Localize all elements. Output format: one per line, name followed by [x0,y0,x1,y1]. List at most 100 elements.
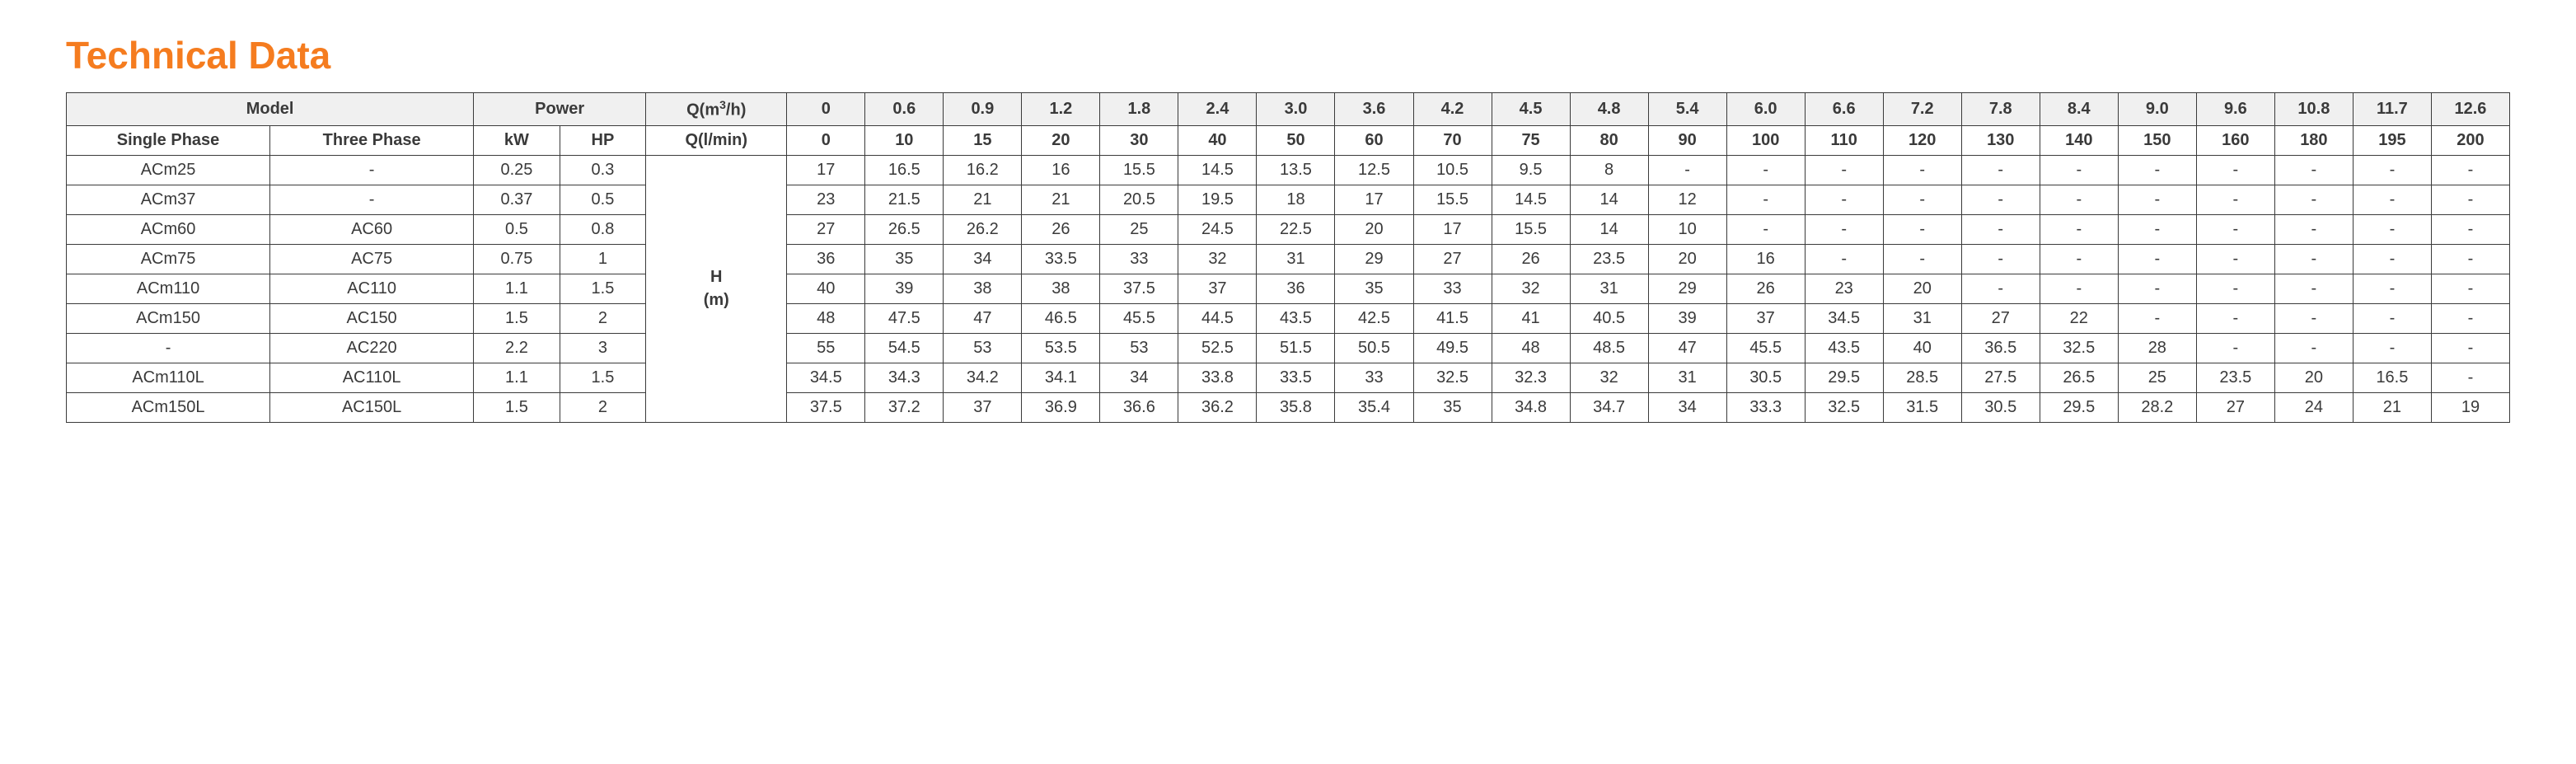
cell-hp: 0.8 [560,214,646,244]
cell-single-phase: ACm60 [67,214,270,244]
cell-value: 23.5 [2196,363,2274,392]
cell-value: 12.5 [1335,155,1413,185]
cell-value: - [2118,274,2196,303]
cell-kw: 1.5 [474,303,560,333]
header-row-2: Single Phase Three Phase kW HP Q(l/min) … [67,125,2510,155]
table-body: ACm25-0.250.3H(m)1716.516.21615.514.513.… [67,155,2510,422]
cell-value: - [2353,274,2431,303]
cell-value: 48 [787,303,865,333]
cell-value: 15.5 [1100,155,1178,185]
cell-value: 31 [1257,244,1335,274]
cell-value: 32.5 [1805,392,1883,422]
cell-value: 19.5 [1178,185,1257,214]
cell-value: 28.5 [1883,363,1961,392]
cell-value: 35.4 [1335,392,1413,422]
cell-value: 32 [1178,244,1257,274]
cell-value: 20 [1883,274,1961,303]
cell-value: 39 [865,274,944,303]
cell-value: - [2196,274,2274,303]
cell-single-phase: - [67,333,270,363]
cell-value: - [1961,244,2040,274]
cell-value: 42.5 [1335,303,1413,333]
table-row: ACm25-0.250.3H(m)1716.516.21615.514.513.… [67,155,2510,185]
cell-value: - [2353,244,2431,274]
q-m3h-val: 1.2 [1022,93,1100,126]
cell-value: 22.5 [1257,214,1335,244]
q-lmin-val: 195 [2353,125,2431,155]
cell-value: 20 [2274,363,2353,392]
q-lmin-val: 60 [1335,125,1413,155]
q-lmin-val: 130 [1961,125,2040,155]
cell-value: 19 [2431,392,2509,422]
cell-value: - [2353,185,2431,214]
q-m3h-val: 6.6 [1805,93,1883,126]
table-row: ACm110AC1101.11.54039383837.537363533323… [67,274,2510,303]
cell-value: - [1961,155,2040,185]
cell-hp: 0.5 [560,185,646,214]
cell-value: 47 [1648,333,1726,363]
cell-three-phase: AC150L [270,392,474,422]
cell-value: 9.5 [1492,155,1570,185]
cell-value: - [2431,274,2509,303]
cell-value: 26.5 [2040,363,2118,392]
cell-value: 21 [1022,185,1100,214]
cell-value: 32.5 [1413,363,1492,392]
cell-value: - [2274,214,2353,244]
cell-value: - [1648,155,1726,185]
cell-value: 37.5 [1100,274,1178,303]
cell-value: - [2196,244,2274,274]
cell-value: 36.6 [1100,392,1178,422]
cell-value: 27 [1413,244,1492,274]
cell-value: 22 [2040,303,2118,333]
cell-hp: 2 [560,392,646,422]
q-lmin-val: 100 [1726,125,1805,155]
header-kw: kW [474,125,560,155]
cell-value: 35 [1335,274,1413,303]
cell-value: - [2040,185,2118,214]
cell-single-phase: ACm150L [67,392,270,422]
cell-value: 26 [1726,274,1805,303]
cell-value: 33.3 [1726,392,1805,422]
cell-value: 53.5 [1022,333,1100,363]
cell-value: 21.5 [865,185,944,214]
page-title: Technical Data [66,33,2510,77]
cell-value: - [2196,155,2274,185]
cell-value: 32.3 [1492,363,1570,392]
cell-value: 27 [1961,303,2040,333]
cell-value: 35.8 [1257,392,1335,422]
q-lmin-val: 15 [944,125,1022,155]
cell-value: 37 [1726,303,1805,333]
cell-value: 53 [1100,333,1178,363]
cell-value: 24 [2274,392,2353,422]
cell-value: - [1726,214,1805,244]
table-row: -AC2202.235554.55353.55352.551.550.549.5… [67,333,2510,363]
cell-value: 14 [1570,185,1648,214]
cell-value: - [2040,155,2118,185]
cell-value: 36 [787,244,865,274]
cell-value: 33 [1100,244,1178,274]
cell-value: - [1883,185,1961,214]
cell-value: 28 [2118,333,2196,363]
header-q-m3h: Q(m3/h) [646,93,787,126]
cell-hp: 1.5 [560,274,646,303]
cell-value: 45.5 [1726,333,1805,363]
cell-value: 38 [1022,274,1100,303]
cell-value: - [2118,185,2196,214]
cell-hp: 0.3 [560,155,646,185]
cell-value: - [2353,214,2431,244]
cell-value: - [2118,214,2196,244]
cell-value: 37.5 [787,392,865,422]
cell-kw: 0.75 [474,244,560,274]
q-m3h-val: 0.6 [865,93,944,126]
q-m3h-val: 10.8 [2274,93,2353,126]
cell-value: - [2431,303,2509,333]
q-m3h-val: 1.8 [1100,93,1178,126]
cell-value: 49.5 [1413,333,1492,363]
cell-single-phase: ACm75 [67,244,270,274]
cell-value: - [1883,214,1961,244]
cell-value: 31 [1570,274,1648,303]
cell-value: 15.5 [1492,214,1570,244]
cell-value: 30.5 [1961,392,2040,422]
cell-three-phase: AC110 [270,274,474,303]
cell-value: - [2353,333,2431,363]
